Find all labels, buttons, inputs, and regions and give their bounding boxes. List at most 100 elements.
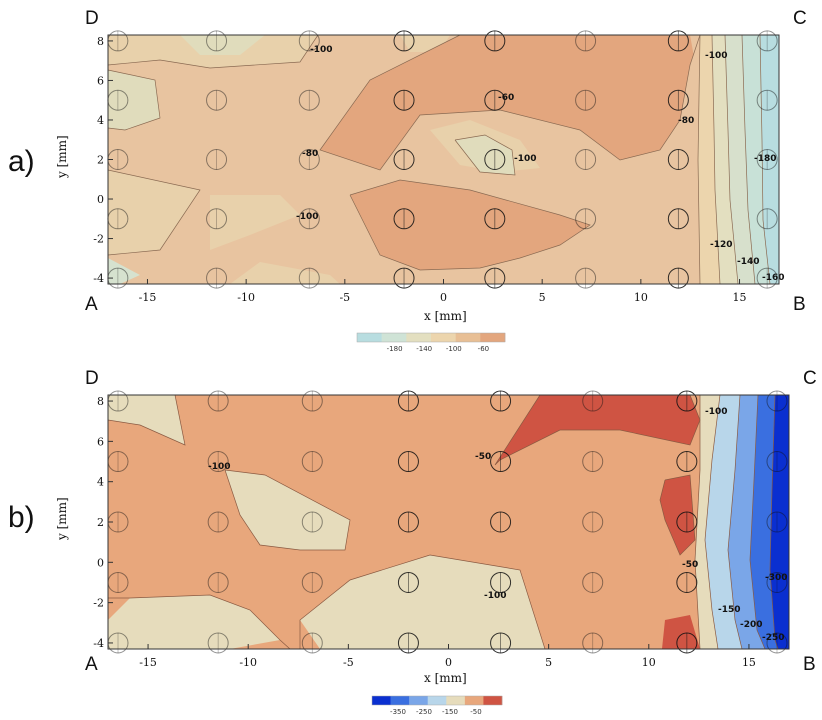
contour-fill-b — [108, 395, 789, 649]
measurement-circle — [298, 149, 320, 170]
colorbar-tick-label: -350 — [390, 708, 406, 716]
region-a-right-1 — [698, 35, 720, 284]
x-tick-label: -15 — [139, 291, 157, 304]
measurement-circle — [756, 267, 778, 289]
measurement-circle — [575, 30, 597, 52]
region-a-left — [108, 70, 160, 130]
corner-a-b: A — [85, 654, 98, 675]
region-a-bottom — [230, 262, 340, 284]
colorbar-tick-label: -50 — [470, 708, 481, 716]
y-tick-label: 0 — [97, 556, 104, 569]
contour-label: -100 — [208, 462, 231, 472]
colorbar-swatch — [464, 696, 484, 705]
measurement-circle — [766, 632, 788, 654]
region-a-right-5 — [760, 35, 779, 284]
measurement-circle — [206, 30, 228, 52]
measurement-circle — [298, 89, 320, 111]
y-axis-label-a: y [mm] — [55, 135, 69, 179]
panel-a: a) D C A B — [8, 8, 807, 353]
contour-label: -250 — [762, 633, 785, 643]
measurement-circle — [301, 511, 323, 533]
measurement-circle — [301, 451, 323, 473]
y-tick-label: -4 — [93, 272, 104, 285]
axes-a: -15 -10 -5 0 5 10 15 -4 -2 0 2 4 6 8 — [93, 35, 746, 304]
measurement-circle — [206, 89, 228, 111]
region-b-lowleft — [108, 595, 280, 649]
region-b-redbottom — [662, 615, 700, 649]
contour-labels-b: -50 -100 -100 -50 -100 -150 -200 -250 -3… — [208, 407, 788, 643]
region-a-right-2 — [712, 35, 738, 284]
corner-c-b: C — [803, 368, 817, 389]
measurement-circle — [582, 571, 604, 593]
contour-lines-b — [107, 394, 779, 650]
measurement-circle — [766, 511, 788, 533]
x-axis-label-a: x [mm] — [424, 309, 467, 323]
measurement-circle — [582, 390, 604, 412]
region-b-midleft — [225, 470, 350, 550]
region-a-corner — [108, 258, 140, 284]
region-a-lowcenter — [350, 180, 590, 270]
x-tick-label: 0 — [440, 291, 447, 304]
y-tick-label: -2 — [93, 597, 104, 610]
corner-a-a: A — [85, 294, 98, 315]
contour-label: -100 — [484, 591, 507, 601]
x-tick-label: 15 — [733, 291, 747, 304]
measurement-circle — [756, 208, 778, 230]
region-a-center — [320, 35, 700, 170]
contour-label: -160 — [762, 273, 785, 283]
corner-d-b: D — [85, 368, 99, 389]
panel-b: b) D C A B — [8, 368, 817, 716]
measurement-circle — [766, 390, 788, 412]
y-tick-label: 4 — [97, 476, 104, 489]
x-tick-label: -15 — [139, 656, 157, 669]
x-tick-label: 0 — [445, 656, 452, 669]
y-tick-label: 6 — [97, 435, 104, 448]
measurement-circles-b — [107, 390, 788, 654]
contour-label: -100 — [514, 154, 537, 164]
measurement-circle — [766, 451, 788, 473]
colorbar-swatch — [357, 333, 382, 342]
region-b-right-1 — [695, 395, 720, 649]
contour-label: -100 — [705, 51, 728, 61]
measurement-circle — [207, 571, 229, 593]
x-tick-label: 10 — [642, 656, 656, 669]
measurement-circle — [301, 632, 323, 654]
contour-label: -100 — [296, 212, 319, 222]
measurement-circle — [206, 149, 228, 170]
measurement-circle — [766, 571, 788, 593]
measurement-circle — [575, 149, 597, 170]
y-tick-label: -2 — [93, 233, 104, 246]
measurement-circle — [582, 632, 604, 654]
measurement-circle — [207, 451, 229, 473]
y-tick-label: 0 — [97, 193, 104, 206]
y-tick-label: 2 — [97, 154, 104, 167]
contour-labels-a: -100 -60 -100 -80 -80 -100 -180 -100 -12… — [296, 45, 785, 283]
colorbar-tick-label: -100 — [446, 345, 462, 353]
contour-label: -200 — [740, 620, 763, 630]
colorbar-swatch — [427, 696, 447, 705]
x-tick-label: 10 — [634, 291, 648, 304]
corner-b-b: B — [803, 654, 816, 675]
contour-label: -300 — [765, 573, 788, 583]
x-tick-label: -10 — [239, 656, 257, 669]
panel-a-label: a) — [8, 145, 35, 178]
x-tick-label: 5 — [539, 291, 546, 304]
region-b-right-2 — [705, 395, 742, 649]
colorbar-tick-label: -180 — [387, 345, 403, 353]
y-tick-label: 8 — [97, 35, 104, 48]
colorbar-swatch — [455, 333, 481, 342]
contour-label: -80 — [678, 116, 694, 126]
colorbar-tick-label: -250 — [416, 708, 432, 716]
measurement-circle — [301, 390, 323, 412]
measurement-circle — [298, 208, 320, 230]
region-a-lowleft-2 — [210, 195, 300, 250]
y-axis-label-b: y [mm] — [55, 497, 69, 541]
colorbar-swatch — [406, 333, 432, 342]
colorbar-frame — [371, 695, 503, 706]
measurement-circle — [756, 89, 778, 111]
x-axis-label-b: x [mm] — [424, 671, 467, 685]
measurement-circle — [756, 149, 778, 170]
colorbar-swatch — [446, 696, 466, 705]
region-b-topleft — [108, 395, 185, 445]
y-tick-label: 6 — [97, 74, 104, 87]
